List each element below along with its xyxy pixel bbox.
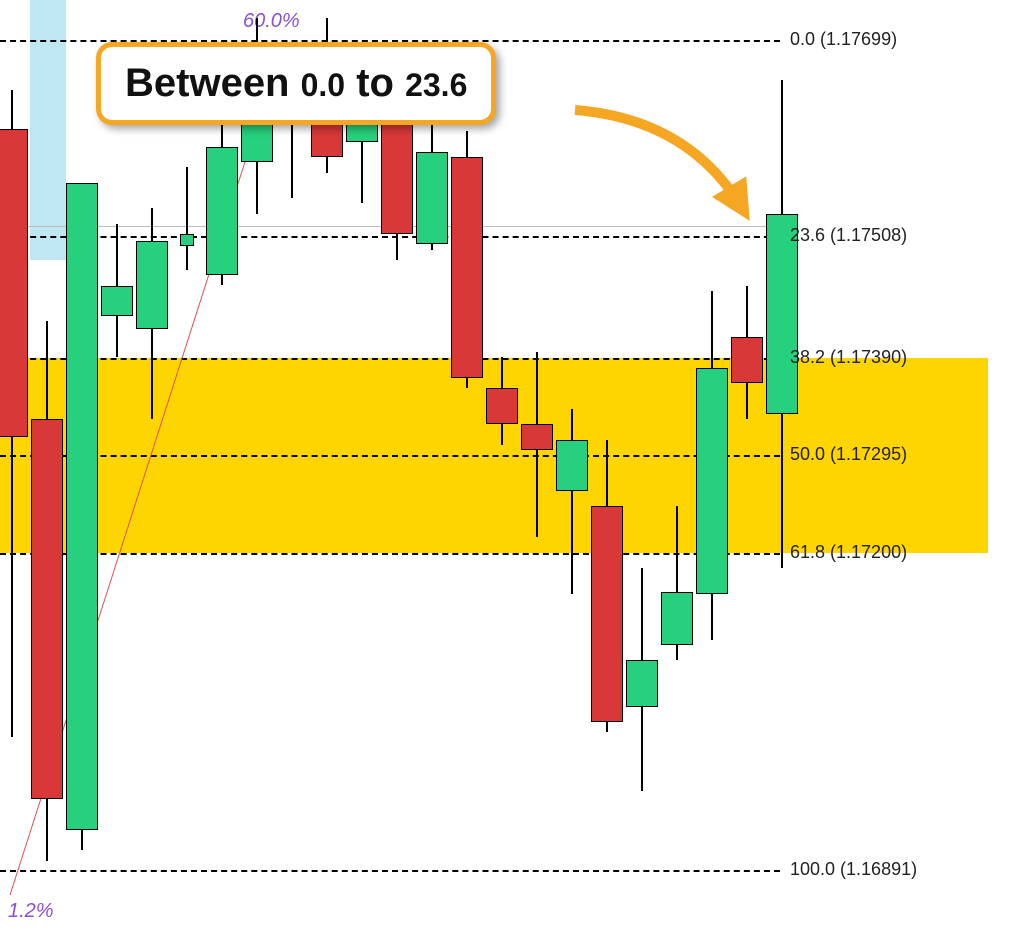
harmonic-pct-label-1: 1.2% xyxy=(8,900,54,923)
fibonacci-candlestick-chart: 60.0%1.2%Between 0.0 to 23.6 0.0 (1.1769… xyxy=(0,0,1024,949)
fib-label-38-2: 38.2 (1.17390) xyxy=(790,347,907,368)
price-plot-area[interactable]: 60.0%1.2%Between 0.0 to 23.6 xyxy=(0,0,780,949)
annotation-arrow xyxy=(0,0,800,400)
fib-label-50: 50.0 (1.17295) xyxy=(790,444,907,465)
fib-label-23-6: 23.6 (1.17508) xyxy=(790,225,907,246)
fib-label-61-8: 61.8 (1.17200) xyxy=(790,542,907,563)
fib-label-100: 100.0 (1.16891) xyxy=(790,859,917,880)
fib-label-0: 0.0 (1.17699) xyxy=(790,29,897,50)
